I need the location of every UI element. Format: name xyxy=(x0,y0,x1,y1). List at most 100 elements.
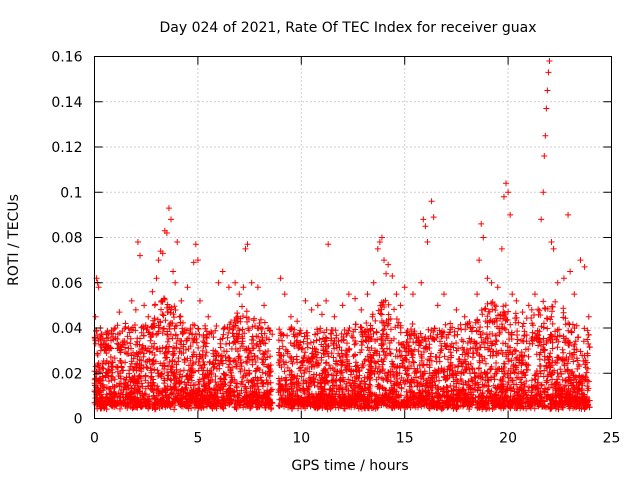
data-point xyxy=(414,383,421,390)
data-point xyxy=(172,375,179,382)
data-point xyxy=(282,374,289,381)
data-point xyxy=(134,404,141,411)
data-point xyxy=(357,349,364,356)
data-point xyxy=(105,334,112,341)
data-point xyxy=(166,323,173,330)
data-point xyxy=(265,371,272,378)
data-point xyxy=(509,377,516,384)
data-point xyxy=(515,370,522,377)
data-point xyxy=(333,398,340,405)
data-point xyxy=(548,371,555,378)
data-point xyxy=(114,397,121,404)
data-point xyxy=(243,308,250,315)
data-point xyxy=(507,393,514,400)
data-point xyxy=(169,389,176,396)
data-point xyxy=(287,326,294,333)
data-point xyxy=(264,390,271,397)
data-point xyxy=(128,385,135,392)
data-point xyxy=(275,359,282,366)
data-point xyxy=(182,392,189,399)
data-point xyxy=(541,153,548,160)
data-point xyxy=(319,385,326,392)
y-tick-label: 0.06 xyxy=(51,276,82,292)
data-point xyxy=(307,339,314,346)
data-point xyxy=(447,326,454,333)
data-point xyxy=(161,350,168,357)
data-point xyxy=(532,376,539,383)
data-point xyxy=(442,398,449,405)
data-point xyxy=(105,378,112,385)
data-point xyxy=(409,321,416,328)
data-point xyxy=(158,306,165,313)
data-point xyxy=(387,326,394,333)
data-point xyxy=(256,320,263,327)
data-point xyxy=(329,400,336,407)
data-point xyxy=(474,399,481,406)
data-point xyxy=(184,335,191,342)
data-point xyxy=(431,336,438,343)
data-point xyxy=(200,338,207,345)
data-point xyxy=(562,321,569,328)
data-point xyxy=(151,366,158,373)
data-point xyxy=(95,397,102,404)
data-point xyxy=(276,345,283,352)
data-point xyxy=(485,308,492,315)
data-point xyxy=(448,340,455,347)
data-point xyxy=(275,380,282,387)
data-point xyxy=(267,353,274,360)
data-point xyxy=(92,340,99,347)
data-point xyxy=(259,369,266,376)
data-point xyxy=(150,386,157,393)
data-point xyxy=(474,317,481,324)
data-point xyxy=(583,369,590,376)
data-point xyxy=(203,384,210,391)
data-point xyxy=(167,383,174,390)
data-point xyxy=(162,386,169,393)
data-point xyxy=(232,279,239,286)
data-point xyxy=(212,348,219,355)
data-point xyxy=(480,234,487,241)
data-point xyxy=(417,342,424,349)
data-point xyxy=(341,326,348,333)
data-point xyxy=(451,328,458,335)
data-point xyxy=(161,366,168,373)
data-point xyxy=(507,398,514,405)
data-point xyxy=(236,327,243,334)
data-point xyxy=(385,369,392,376)
data-point xyxy=(399,363,406,370)
data-point xyxy=(467,324,474,331)
data-point xyxy=(385,393,392,400)
data-point xyxy=(560,402,567,409)
data-point xyxy=(361,374,368,381)
data-point xyxy=(541,388,548,395)
data-point xyxy=(321,400,328,407)
data-point xyxy=(473,328,480,335)
data-point xyxy=(454,331,461,338)
data-point xyxy=(300,385,307,392)
data-point xyxy=(308,378,315,385)
data-point xyxy=(345,346,352,353)
data-point xyxy=(385,261,392,268)
data-point xyxy=(584,327,591,334)
data-point xyxy=(203,340,210,347)
data-point xyxy=(456,356,463,363)
data-point xyxy=(206,359,213,366)
data-point xyxy=(406,358,413,365)
data-point xyxy=(585,378,592,385)
data-point xyxy=(199,394,206,401)
data-point xyxy=(504,394,511,401)
data-point xyxy=(584,365,591,372)
data-point xyxy=(226,340,233,347)
data-point xyxy=(429,382,436,389)
data-point xyxy=(404,332,411,339)
data-point xyxy=(297,402,304,409)
data-point xyxy=(387,387,394,394)
data-point xyxy=(176,313,183,320)
data-point xyxy=(340,337,347,344)
data-point xyxy=(276,326,283,333)
data-point xyxy=(243,358,250,365)
data-point xyxy=(338,330,345,337)
data-point xyxy=(586,344,593,351)
data-point xyxy=(140,323,147,330)
data-point xyxy=(490,319,497,326)
